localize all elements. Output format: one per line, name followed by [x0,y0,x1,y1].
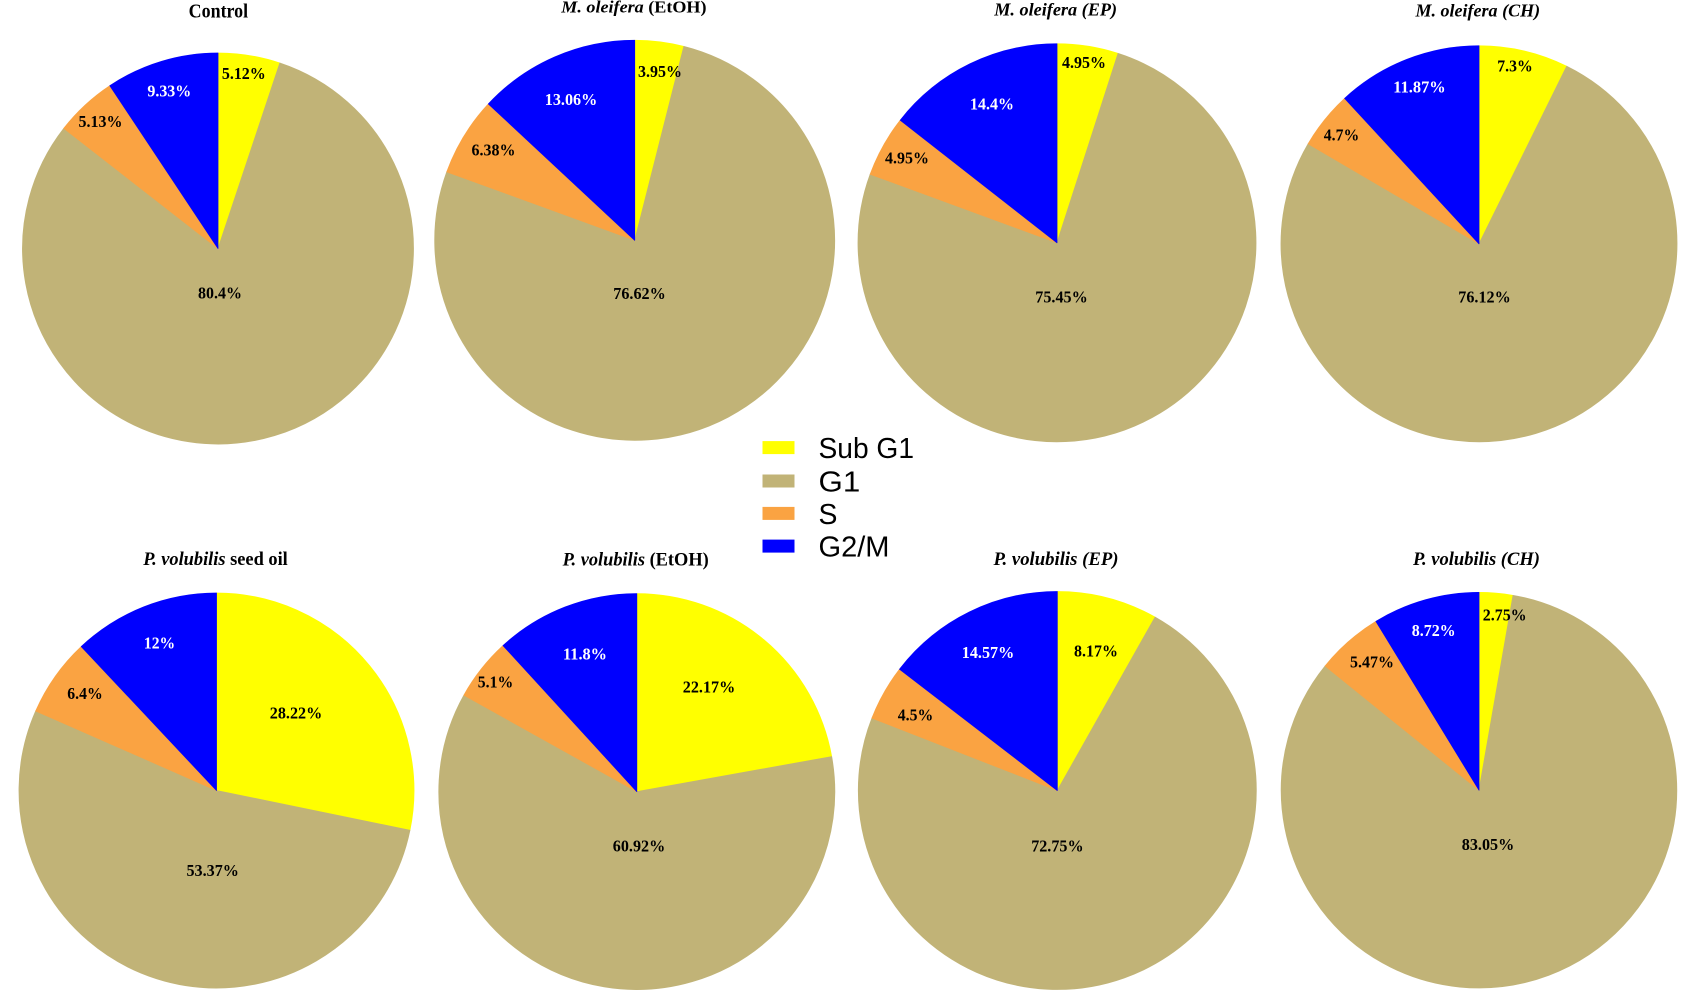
svg-text:76.12%: 76.12% [1458,287,1510,306]
svg-text:14.4%: 14.4% [970,95,1014,114]
svg-text:M. oleifera (EP): M. oleifera (EP) [993,0,1117,20]
svg-text:72.75%: 72.75% [1031,836,1083,855]
svg-text:P. volubilis (EP): P. volubilis (EP) [992,549,1118,570]
svg-text:28.22%: 28.22% [270,704,322,723]
svg-text:9.33%: 9.33% [147,82,191,101]
svg-text:5.47%: 5.47% [1350,652,1394,671]
svg-text:4.5%: 4.5% [898,705,933,724]
svg-text:5.1%: 5.1% [478,673,513,692]
svg-text:76.62%: 76.62% [613,284,665,303]
svg-text:22.17%: 22.17% [683,677,735,696]
svg-text:80.4%: 80.4% [198,284,242,303]
svg-text:60.92%: 60.92% [613,836,665,855]
svg-text:4.95%: 4.95% [885,149,929,168]
svg-text:Control: Control [189,1,248,23]
svg-text:P. volubilis seed oil: P. volubilis seed oil [142,549,288,570]
svg-text:8.17%: 8.17% [1074,642,1118,661]
svg-text:4.7%: 4.7% [1324,125,1359,144]
svg-text:5.13%: 5.13% [79,112,123,131]
svg-text:83.05%: 83.05% [1462,835,1514,854]
svg-text:6.38%: 6.38% [472,141,516,160]
svg-text:P. volubilis (EtOH): P. volubilis (EtOH) [562,549,709,570]
svg-text:4.95%: 4.95% [1062,53,1106,72]
svg-text:Sub G1: Sub G1 [819,433,915,465]
svg-text:14.57%: 14.57% [962,643,1014,662]
svg-text:S: S [819,499,838,531]
svg-text:12%: 12% [144,634,175,653]
svg-text:M. oleifera (EtOH): M. oleifera (EtOH) [560,0,706,16]
svg-text:G2/M: G2/M [819,532,890,564]
svg-text:13.06%: 13.06% [545,90,597,109]
svg-text:53.37%: 53.37% [187,861,239,880]
svg-text:75.45%: 75.45% [1035,287,1087,306]
svg-text:5.12%: 5.12% [222,64,266,83]
svg-text:8.72%: 8.72% [1412,621,1456,640]
svg-text:7.3%: 7.3% [1497,57,1532,76]
svg-text:2.75%: 2.75% [1483,606,1527,625]
svg-text:M. oleifera (CH): M. oleifera (CH) [1414,0,1540,21]
svg-text:P. volubilis (CH): P. volubilis (CH) [1412,549,1540,570]
svg-text:6.4%: 6.4% [67,684,102,703]
svg-text:3.95%: 3.95% [638,62,682,81]
svg-text:11.87%: 11.87% [1393,77,1445,96]
svg-text:G1: G1 [819,467,861,499]
svg-text:11.8%: 11.8% [563,645,607,664]
